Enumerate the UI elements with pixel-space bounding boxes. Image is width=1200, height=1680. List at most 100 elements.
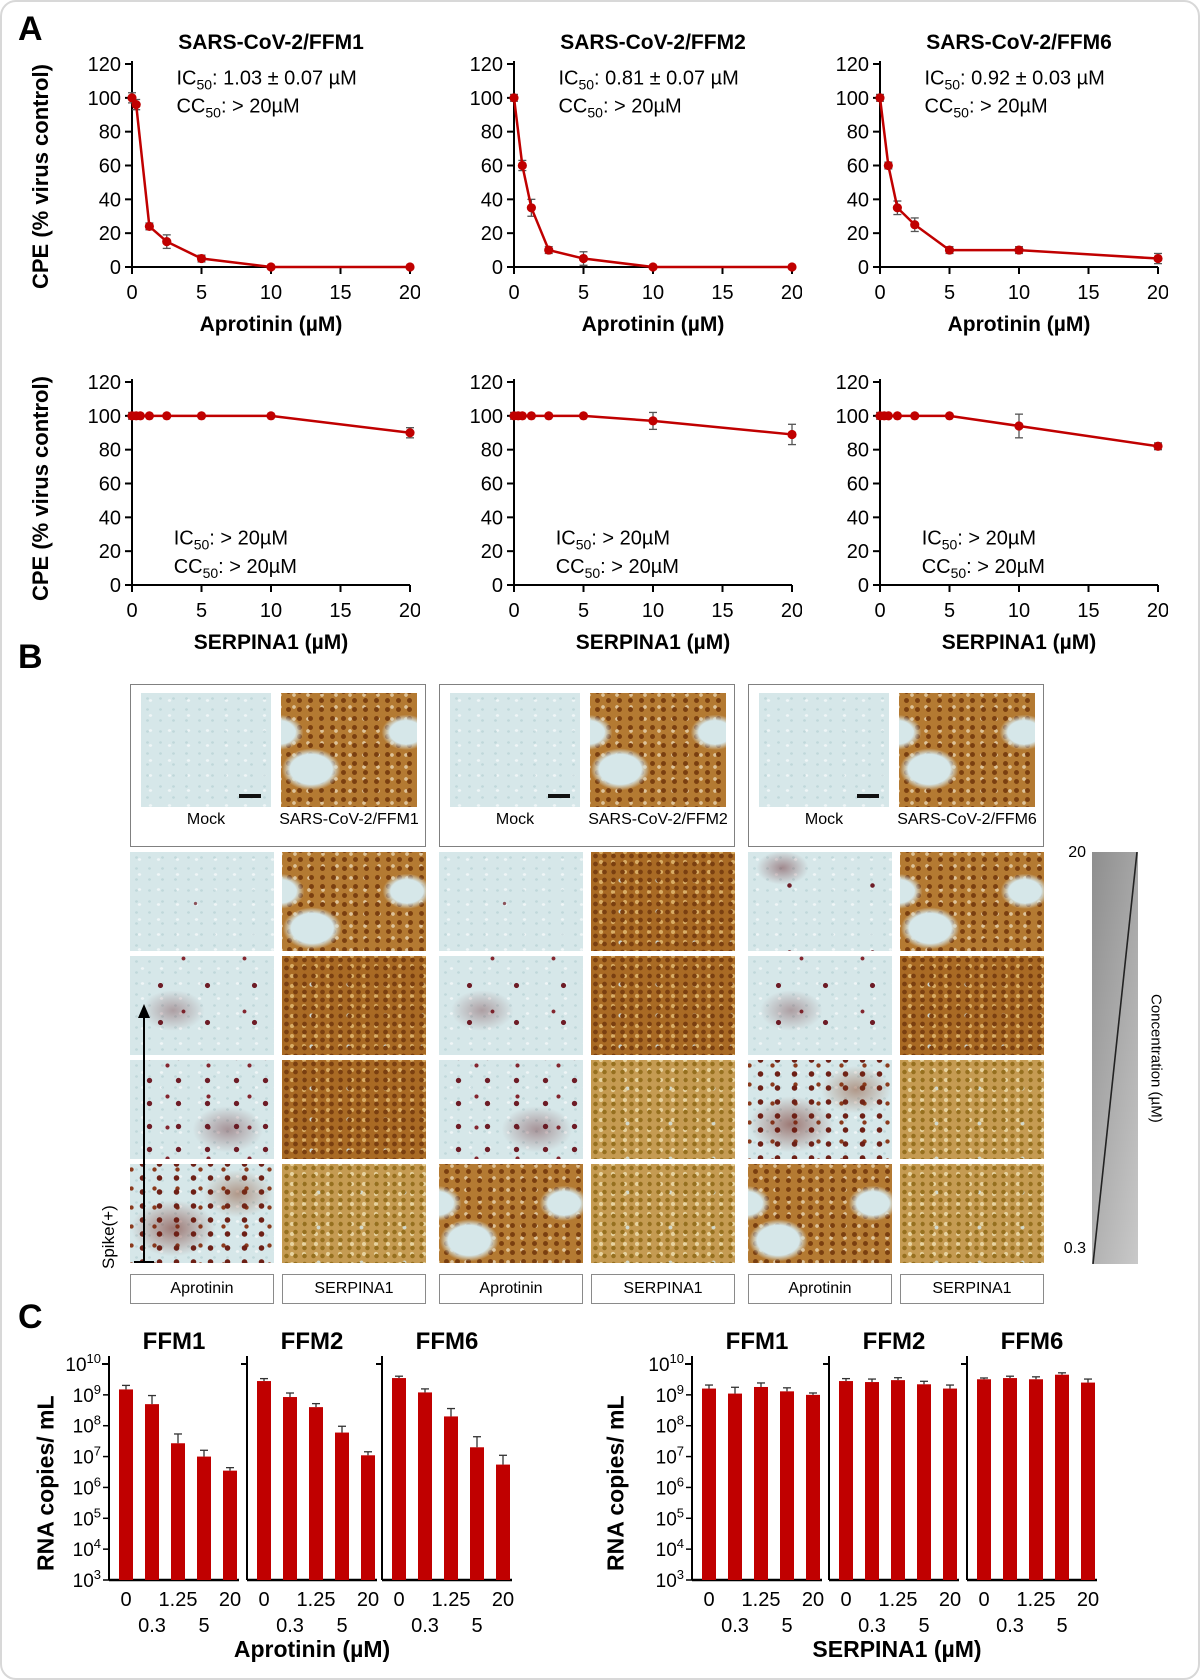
- micrograph-cell-aprotinin: [439, 956, 583, 1055]
- treatment-label-box: Aprotinin: [130, 1274, 274, 1304]
- svg-text:20: 20: [939, 1589, 961, 1611]
- virus-strain-label: SARS-CoV-2/FFM6: [897, 811, 1037, 828]
- svg-text:40: 40: [99, 189, 121, 211]
- svg-text:109: 109: [656, 1382, 684, 1407]
- svg-text:10: 10: [642, 282, 664, 304]
- svg-text:Aprotinin (µM): Aprotinin (µM): [200, 313, 343, 336]
- svg-text:SARS-CoV-2/FFM6: SARS-CoV-2/FFM6: [926, 31, 1112, 54]
- svg-text:0: 0: [508, 600, 519, 622]
- svg-text:15: 15: [711, 600, 733, 622]
- svg-text:SARS-CoV-2/FFM1: SARS-CoV-2/FFM1: [178, 31, 364, 54]
- svg-text:CC50: > 20µM: CC50: > 20µM: [922, 556, 1045, 581]
- svg-text:0.3: 0.3: [721, 1615, 749, 1637]
- svg-text:5: 5: [196, 282, 207, 304]
- svg-text:80: 80: [847, 440, 869, 462]
- micrograph-cell-aprotinin: [130, 1060, 274, 1159]
- svg-text:20: 20: [781, 600, 802, 622]
- svg-text:120: 120: [88, 372, 121, 394]
- svg-text:105: 105: [656, 1505, 684, 1530]
- svg-text:5: 5: [578, 600, 589, 622]
- svg-text:40: 40: [99, 507, 121, 529]
- svg-text:FFM2: FFM2: [863, 1328, 926, 1355]
- svg-text:Aprotinin (µM): Aprotinin (µM): [582, 313, 725, 336]
- svg-text:20: 20: [1147, 282, 1168, 304]
- svg-text:1010: 1010: [648, 1351, 684, 1376]
- svg-text:106: 106: [656, 1474, 684, 1499]
- svg-text:20: 20: [481, 223, 503, 245]
- svg-text:80: 80: [99, 440, 121, 462]
- svg-text:SERPINA1 (µM): SERPINA1 (µM): [576, 631, 730, 654]
- svg-text:100: 100: [88, 406, 121, 428]
- virus-strain-label: SARS-CoV-2/FFM2: [588, 811, 728, 828]
- svg-text:20: 20: [99, 223, 121, 245]
- svg-text:0.3: 0.3: [858, 1615, 886, 1637]
- svg-text:60: 60: [481, 156, 503, 178]
- concentration-wedge-line: [1092, 852, 1138, 1264]
- bar-chart-svg: FFM1 1010 109 108 107 106 105 104 103 0 0.3 1.255 20: [648, 1328, 824, 1637]
- concentration-bottom-value: 0.3: [1063, 1240, 1086, 1257]
- svg-text:0: 0: [393, 1589, 404, 1611]
- svg-text:0: 0: [126, 282, 137, 304]
- svg-text:10: 10: [1008, 600, 1030, 622]
- svg-text:0: 0: [120, 1589, 131, 1611]
- svg-text:0.3: 0.3: [276, 1615, 304, 1637]
- svg-text:0: 0: [858, 575, 869, 597]
- treatment-label-box: SERPINA1: [900, 1274, 1044, 1304]
- chart-cpe-ffm2-serpina1: 0 20 40 60 80 100 120 0 5 10 15 20 SERPINA1 (µM) IC50…: [452, 340, 804, 675]
- svg-text:5: 5: [1056, 1615, 1067, 1637]
- svg-text:5: 5: [918, 1615, 929, 1637]
- svg-text:5: 5: [781, 1615, 792, 1637]
- svg-text:FFM1: FFM1: [143, 1328, 206, 1355]
- svg-text:15: 15: [711, 282, 733, 304]
- virus-micrograph: [899, 693, 1035, 807]
- svg-text:40: 40: [481, 507, 503, 529]
- chart-cpe-ffm1-serpina1: 0 20 40 60 80 100 120 0 5 10 15 20 SERPINA1 (µM) IC50…: [70, 340, 422, 675]
- svg-text:10: 10: [260, 282, 282, 304]
- svg-text:5: 5: [471, 1615, 482, 1637]
- micrograph-cell-aprotinin: [439, 852, 583, 951]
- svg-text:0: 0: [110, 257, 121, 279]
- micrograph-cell-serpina1: [282, 1164, 426, 1263]
- svg-text:108: 108: [73, 1413, 101, 1438]
- line-chart-svg: SARS-CoV-2/FFM1 0 20 40 60 80 100 120 0 5 10 15 20 Ap…: [88, 31, 422, 336]
- svg-text:1010: 1010: [65, 1351, 101, 1376]
- concentration-gradient-bar: [1092, 852, 1138, 1264]
- mock-label: Mock: [804, 811, 844, 828]
- svg-text:0: 0: [858, 257, 869, 279]
- micrograph-cell-aprotinin: [130, 852, 274, 951]
- svg-text:60: 60: [99, 156, 121, 178]
- scale-bar: [857, 794, 879, 798]
- svg-text:15: 15: [329, 282, 351, 304]
- mock-label: Mock: [186, 811, 226, 828]
- svg-text:20: 20: [781, 282, 802, 304]
- mock-micrograph: [450, 693, 580, 807]
- svg-text:Aprotinin (µM): Aprotinin (µM): [948, 313, 1091, 336]
- svg-text:80: 80: [481, 122, 503, 144]
- svg-text:80: 80: [481, 440, 503, 462]
- virus-strain-label: SARS-CoV-2/FFM1: [279, 811, 419, 828]
- svg-text:1.25: 1.25: [1017, 1589, 1056, 1611]
- svg-text:15: 15: [1077, 600, 1099, 622]
- svg-text:80: 80: [847, 122, 869, 144]
- svg-text:60: 60: [99, 474, 121, 496]
- micrograph-cell-aprotinin: [130, 956, 274, 1055]
- svg-text:IC50: > 20µM: IC50: > 20µM: [174, 527, 288, 552]
- chart-rna-ffm2-aprotinin: FFM2 0 0.3 1.25 5 20: [240, 1324, 391, 1647]
- spike-direction-arrow-icon: [134, 1004, 154, 1263]
- chart-cpe-ffm6-aprotinin: SARS-CoV-2/FFM6 0 20 40 60 80 100 120 0 5 10 15 20 Ap…: [818, 22, 1170, 357]
- svg-text:20: 20: [1147, 600, 1168, 622]
- svg-text:CC50: > 20µM: CC50: > 20µM: [174, 556, 297, 581]
- bar-chart-svg: FFM6 0 0.3 1.255 20: [375, 1328, 514, 1637]
- svg-text:60: 60: [847, 156, 869, 178]
- panel-c-right-x-axis-label: SERPINA1 (µM): [812, 1636, 982, 1662]
- svg-text:IC50: 1.03 ± 0.07 µM: IC50: 1.03 ± 0.07 µM: [176, 67, 356, 92]
- svg-text:0: 0: [492, 257, 503, 279]
- micrograph-cell-aprotinin: [748, 852, 892, 951]
- micrograph-cell-serpina1: [591, 1164, 735, 1263]
- svg-text:20: 20: [1077, 1589, 1099, 1611]
- panel-a-row1-y-axis-label: CPE (% virus control): [28, 64, 53, 290]
- svg-text:0: 0: [978, 1589, 989, 1611]
- svg-text:105: 105: [73, 1505, 101, 1530]
- svg-text:20: 20: [357, 1589, 379, 1611]
- svg-text:103: 103: [656, 1567, 684, 1592]
